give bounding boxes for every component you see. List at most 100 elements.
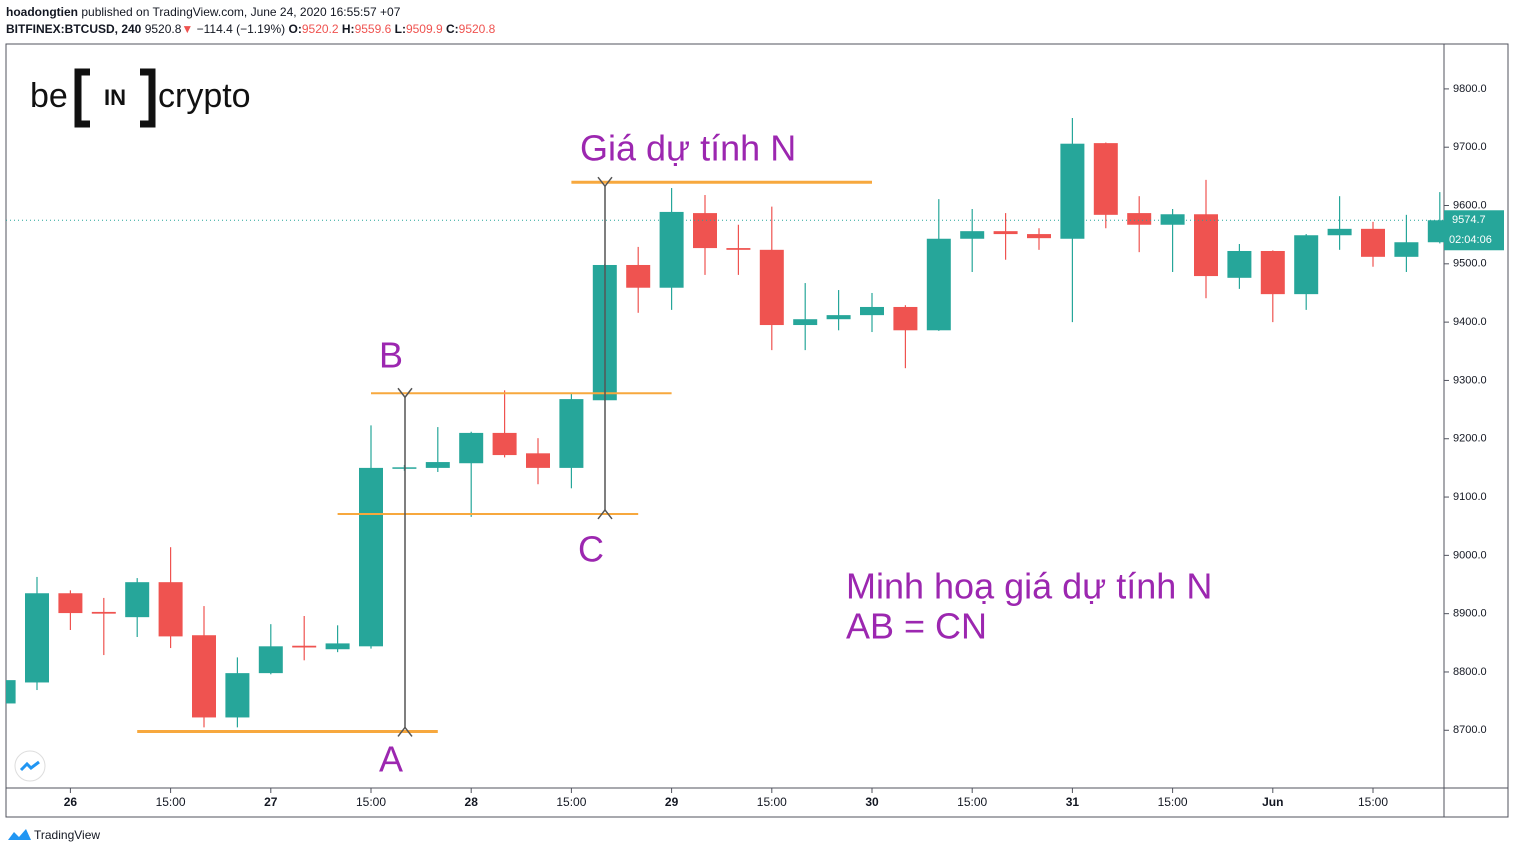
candle-body	[292, 645, 317, 648]
last: 9520.8	[144, 22, 182, 36]
level-label: B	[379, 335, 403, 376]
x-tick-label: 15:00	[156, 795, 186, 809]
last-price-box	[1444, 210, 1504, 251]
countdown-label: 02:04:06	[1449, 234, 1492, 246]
candle-body	[91, 611, 116, 614]
tv-icon	[19, 760, 40, 772]
candle-body	[158, 582, 183, 637]
candle-body	[793, 319, 818, 326]
x-tick-label: 15:00	[556, 795, 586, 809]
candle-body	[1027, 234, 1051, 239]
logo-text: crypto	[158, 77, 251, 115]
candle-body	[25, 593, 49, 683]
x-tick-label: 15:00	[957, 795, 987, 809]
x-tick-label: 27	[264, 795, 278, 809]
logo-text: IN	[104, 85, 126, 110]
h-key: H:	[341, 22, 355, 36]
header-line: hoadongtien published on TradingView.com…	[6, 5, 400, 19]
candle-body	[726, 248, 751, 250]
level-label: A	[379, 739, 403, 780]
level-label: C	[578, 529, 604, 570]
candle-body	[459, 432, 484, 464]
o-key: O:	[288, 22, 302, 36]
y-tick-label: 9200.0	[1453, 433, 1487, 445]
x-tick-label: 15:00	[757, 795, 787, 809]
logo: be IN crypto	[30, 68, 251, 128]
c-value: 9520.8	[458, 22, 496, 36]
candle-body	[926, 238, 951, 331]
x-tick-label: 15:00	[1158, 795, 1188, 809]
x-tick-label: Jun	[1262, 795, 1283, 809]
candle-body	[192, 635, 216, 718]
candle-body	[1427, 220, 1444, 243]
candle-body	[993, 231, 1018, 235]
arrow-head	[397, 726, 413, 737]
change: −114.4 (−1.19%)	[196, 22, 286, 36]
y-tick-label: 8800.0	[1453, 666, 1487, 678]
candle-body	[893, 306, 918, 331]
candle-body	[1294, 235, 1319, 295]
candle-body	[1361, 228, 1385, 257]
arrow-head	[597, 508, 613, 520]
published: published on TradingView.com, June 24, 2…	[81, 5, 401, 19]
candle-body	[1260, 250, 1285, 295]
candle-body	[693, 213, 717, 249]
logo-text: be	[30, 77, 68, 115]
candle-body	[1160, 214, 1185, 225]
arrow-head	[397, 387, 413, 399]
x-tick-label: 30	[865, 795, 879, 809]
y-tick-label: 9800.0	[1453, 83, 1487, 95]
candle-body	[1394, 242, 1419, 257]
candle-body	[759, 249, 784, 326]
plot	[6, 118, 1444, 728]
frame	[5, 43, 1509, 818]
candle-body	[559, 399, 584, 468]
candle-body	[125, 582, 150, 618]
symbol-line: BITFINEX:BTCUSD, 240 9520.8▼ −114.4 (−1.…	[6, 22, 495, 36]
l-key: L:	[394, 22, 406, 36]
h-value: 9559.6	[354, 22, 392, 36]
x-tick-label: 15:00	[356, 795, 386, 809]
logo-bracket	[74, 68, 156, 128]
candle-body	[1060, 143, 1085, 239]
candle-body	[1194, 214, 1218, 277]
author: hoadongtien	[6, 5, 78, 19]
candle-body	[626, 264, 651, 288]
candle-body	[258, 646, 283, 674]
candle-body	[960, 231, 985, 239]
candle-body	[526, 453, 550, 468]
y-tick-label: 8900.0	[1453, 608, 1487, 620]
y-tick-label: 9400.0	[1453, 316, 1487, 328]
y-tick-label: 8700.0	[1453, 724, 1487, 736]
y-tick-label: 9300.0	[1453, 374, 1487, 386]
candle-body	[6, 680, 16, 704]
candle-body	[425, 462, 450, 468]
candle-body	[1093, 143, 1118, 215]
candle-body	[492, 432, 517, 456]
y-tick-label: 9000.0	[1453, 549, 1487, 561]
l-value: 9509.9	[405, 22, 443, 36]
candle-body	[826, 315, 851, 320]
x-tick-label: 26	[64, 795, 78, 809]
y-tick-label: 9500.0	[1453, 258, 1487, 270]
x-tick-label: 28	[465, 795, 479, 809]
candle-body	[359, 467, 383, 647]
candle-body	[58, 593, 83, 614]
y-tick-label: 9700.0	[1453, 141, 1487, 153]
x-tick-label: 15:00	[1358, 795, 1388, 809]
level-label: Giá dự tính N	[580, 128, 796, 169]
candle-body	[1327, 228, 1352, 236]
candle-body	[225, 673, 250, 718]
y-tick-label: 9100.0	[1453, 491, 1487, 503]
c-key: C:	[445, 22, 459, 36]
arrow-head	[597, 176, 613, 188]
x-tick-label: 29	[665, 795, 679, 809]
candle-body	[860, 306, 884, 316]
note: Minh hoạ giá dự tính N	[846, 566, 1212, 607]
candle-body	[659, 211, 684, 288]
footer: TradingView	[34, 828, 100, 842]
candle-body	[325, 643, 350, 650]
symbol: BITFINEX:BTCUSD, 240	[6, 22, 142, 36]
